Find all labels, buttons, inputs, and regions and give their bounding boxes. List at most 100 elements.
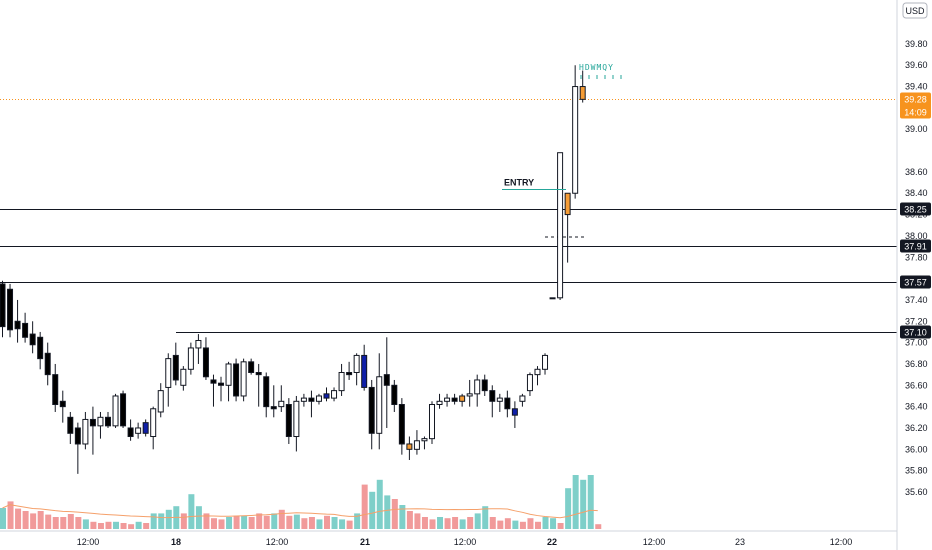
currency-badge[interactable]: USD: [902, 2, 928, 19]
candle-body[interactable]: [67, 416, 74, 434]
candle-body[interactable]: [549, 297, 556, 300]
candle-body[interactable]: [474, 379, 481, 395]
candle-body[interactable]: [353, 354, 360, 373]
volume-bar: [105, 521, 112, 529]
candle-body[interactable]: [421, 438, 428, 442]
candle-body[interactable]: [391, 384, 398, 406]
candle-body[interactable]: [180, 368, 187, 386]
candle-body[interactable]: [172, 354, 179, 381]
candle-body[interactable]: [519, 395, 526, 402]
volume-bar: [580, 479, 587, 529]
candle-body[interactable]: [557, 152, 564, 299]
candle-body[interactable]: [120, 393, 127, 427]
candle-body[interactable]: [195, 339, 202, 349]
candle-body[interactable]: [315, 395, 322, 402]
candle-body[interactable]: [7, 288, 14, 331]
candle-body[interactable]: [323, 393, 330, 399]
level-price-label: 37.91: [904, 242, 927, 252]
candle-body[interactable]: [451, 397, 458, 402]
candle-body[interactable]: [240, 361, 247, 397]
candle-body[interactable]: [308, 397, 315, 402]
candle-body[interactable]: [293, 400, 300, 438]
volume-bar: [67, 514, 74, 529]
candle-body[interactable]: [97, 416, 104, 427]
candle-body[interactable]: [526, 374, 533, 392]
candle-body[interactable]: [383, 374, 390, 386]
candle-layer[interactable]: [0, 65, 586, 474]
candle-body[interactable]: [59, 400, 66, 408]
candle-body[interactable]: [270, 406, 277, 410]
candle-body[interactable]: [22, 322, 29, 338]
candle-body[interactable]: [37, 336, 44, 360]
candle-body[interactable]: [14, 320, 21, 330]
candle-body[interactable]: [511, 408, 518, 416]
volume-bar: [37, 511, 44, 529]
volume-bar: [406, 511, 413, 529]
candle-body[interactable]: [398, 404, 405, 445]
level-price-tag: [900, 275, 931, 289]
candle-body[interactable]: [127, 427, 134, 438]
candle-body[interactable]: [368, 386, 375, 434]
candle-body[interactable]: [489, 390, 496, 402]
candle-body[interactable]: [52, 374, 59, 406]
candle-body[interactable]: [157, 390, 164, 413]
price-tick-label: 37.00: [905, 338, 928, 348]
candle-body[interactable]: [413, 440, 420, 450]
candle-body[interactable]: [142, 422, 149, 434]
candle-body[interactable]: [361, 354, 368, 388]
candle-body[interactable]: [135, 427, 142, 434]
candle-body[interactable]: [466, 393, 473, 397]
candle-body[interactable]: [564, 192, 571, 216]
candle-body[interactable]: [300, 397, 307, 402]
price-axis[interactable]: 39.8039.6039.4039.0038.6038.4038.2038.00…: [905, 39, 928, 497]
candle-body[interactable]: [346, 371, 353, 376]
candle-body[interactable]: [225, 363, 232, 386]
price-tick-label: 35.60: [905, 487, 928, 497]
candle-body[interactable]: [376, 376, 383, 434]
candle-body[interactable]: [104, 416, 111, 427]
candle-body[interactable]: [331, 390, 338, 399]
candle-body[interactable]: [218, 382, 225, 386]
volume-bar: [587, 475, 594, 529]
candle-body[interactable]: [202, 347, 209, 378]
volume-bar: [218, 519, 225, 529]
candle-body[interactable]: [233, 363, 240, 397]
candle-body[interactable]: [278, 400, 285, 408]
candle-body[interactable]: [436, 400, 443, 406]
candle-body[interactable]: [428, 404, 435, 440]
candle-body[interactable]: [112, 395, 119, 427]
volume-bar: [429, 519, 436, 529]
candle-body[interactable]: [248, 361, 255, 373]
candle-body[interactable]: [572, 86, 579, 194]
candle-body[interactable]: [255, 371, 262, 376]
candle-body[interactable]: [44, 352, 51, 376]
candle-body[interactable]: [29, 333, 36, 346]
candle-body[interactable]: [496, 397, 503, 402]
candle-body[interactable]: [504, 397, 511, 410]
candle-body[interactable]: [210, 379, 217, 384]
candle-body[interactable]: [0, 283, 6, 328]
volume-bar: [30, 513, 37, 529]
candle-body[interactable]: [165, 358, 172, 388]
candle-body[interactable]: [459, 395, 466, 402]
candle-body[interactable]: [542, 354, 549, 370]
candle-body[interactable]: [579, 86, 586, 100]
volume-bar: [542, 517, 549, 529]
volume-bar: [150, 513, 157, 529]
candle-body[interactable]: [89, 418, 96, 427]
candle-body[interactable]: [150, 408, 157, 438]
time-axis[interactable]: 12:00 18 12:00 21 12:00 22 12:00 23 12:00: [77, 537, 853, 547]
candle-body[interactable]: [263, 376, 270, 408]
candle-body[interactable]: [406, 443, 413, 450]
candle-body[interactable]: [338, 371, 345, 392]
candle-body[interactable]: [285, 404, 292, 438]
candle-body[interactable]: [444, 397, 451, 402]
candle-body[interactable]: [82, 418, 89, 445]
candle-body[interactable]: [481, 379, 488, 392]
candle-body[interactable]: [74, 427, 81, 445]
candle-body[interactable]: [187, 347, 194, 370]
volume-bar: [399, 505, 406, 529]
candle-body[interactable]: [534, 368, 541, 376]
price-tick-label: 36.00: [905, 444, 928, 454]
